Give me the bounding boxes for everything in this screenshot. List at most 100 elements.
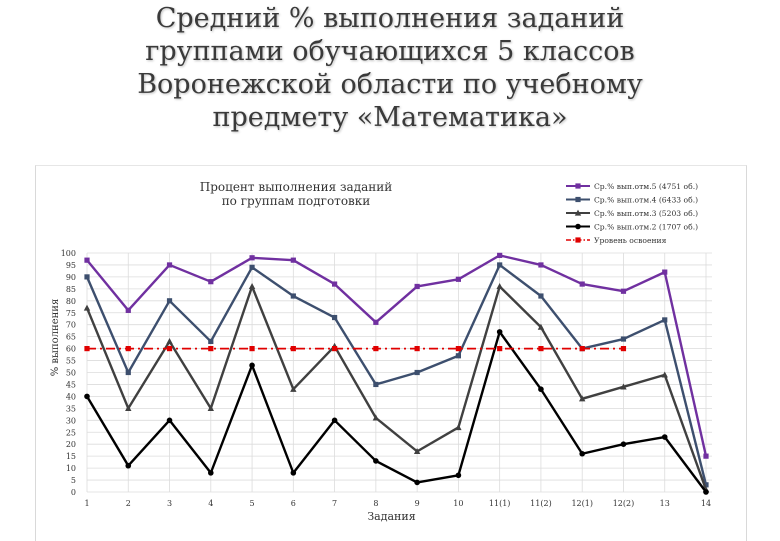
data-point xyxy=(83,304,91,311)
y-tick-label: 55 xyxy=(66,357,76,366)
data-point xyxy=(538,346,544,352)
y-tick-label: 25 xyxy=(66,428,76,437)
data-point xyxy=(166,298,173,304)
data-point xyxy=(373,458,379,464)
y-tick-label: 50 xyxy=(66,369,76,378)
data-point xyxy=(455,276,461,282)
x-tick-label: 8 xyxy=(373,499,378,508)
data-point xyxy=(455,424,462,431)
data-point xyxy=(84,274,90,280)
data-point xyxy=(455,353,461,359)
data-point xyxy=(662,317,668,323)
data-point xyxy=(125,369,131,376)
data-point xyxy=(537,323,545,330)
data-point xyxy=(290,346,296,352)
x-tick-label: 12(2) xyxy=(613,499,635,508)
data-point xyxy=(125,462,132,469)
data-point xyxy=(372,414,380,421)
x-tick-label: 9 xyxy=(415,499,420,508)
y-tick-label: 10 xyxy=(66,464,76,473)
data-point xyxy=(290,257,296,263)
y-tick-label: 95 xyxy=(66,261,76,270)
data-point xyxy=(620,336,627,342)
data-point xyxy=(413,447,421,454)
data-point xyxy=(332,314,338,321)
y-tick-label: 5 xyxy=(71,476,76,485)
data-point xyxy=(579,395,586,402)
series-line xyxy=(85,285,708,491)
y-tick-label: 35 xyxy=(66,404,76,413)
x-tick-label: 2 xyxy=(126,499,131,508)
legend-label: Ср.% вып.отм.4 (6433 об.) xyxy=(594,196,698,205)
data-point xyxy=(496,283,503,290)
data-point xyxy=(703,453,709,459)
data-point xyxy=(208,279,214,285)
data-point xyxy=(455,346,461,352)
data-point xyxy=(166,417,173,424)
y-axis-label: % выполнения xyxy=(50,299,61,377)
data-point xyxy=(84,393,90,400)
legend-label: Ср.% вып.отм.5 (4751 об.) xyxy=(594,182,698,191)
x-axis-label: Задания xyxy=(367,510,415,523)
data-point xyxy=(620,346,627,352)
data-point xyxy=(84,257,90,263)
data-point xyxy=(455,472,462,479)
data-point xyxy=(414,369,420,376)
data-point xyxy=(538,293,544,299)
x-tick-label: 7 xyxy=(332,499,337,508)
data-point xyxy=(290,385,297,392)
data-point xyxy=(332,346,338,352)
data-point xyxy=(207,404,214,411)
data-point xyxy=(125,404,132,411)
y-tick-label: 90 xyxy=(66,273,76,282)
data-point xyxy=(290,470,297,476)
series-line xyxy=(85,263,708,486)
x-tick-label: 5 xyxy=(250,499,255,508)
data-point xyxy=(496,329,503,335)
data-point xyxy=(166,338,173,345)
data-point xyxy=(373,381,379,388)
y-tick-label: 100 xyxy=(61,249,76,258)
y-tick-label: 15 xyxy=(66,452,76,461)
data-point xyxy=(497,252,503,258)
data-point xyxy=(538,386,544,393)
data-point xyxy=(620,288,627,294)
data-point xyxy=(620,383,627,390)
y-tick-label: 75 xyxy=(66,309,76,318)
series-line xyxy=(86,254,708,457)
data-point xyxy=(497,262,503,268)
data-point xyxy=(414,283,420,290)
data-point xyxy=(662,269,668,275)
data-point xyxy=(414,346,420,352)
slide-title-line-1: Средний % выполнения заданий xyxy=(155,3,625,34)
y-tick-label: 45 xyxy=(66,380,76,389)
data-point xyxy=(703,489,709,495)
x-tick-label: 1 xyxy=(84,499,89,508)
data-point xyxy=(84,346,90,352)
chart-title-line: по группам подготовки xyxy=(222,194,371,208)
y-tick-label: 20 xyxy=(66,440,76,449)
data-point xyxy=(125,346,131,352)
x-tick-label: 11(2) xyxy=(530,499,552,508)
series-line xyxy=(85,330,707,493)
x-tick-label: 14 xyxy=(701,499,711,508)
data-point xyxy=(575,237,581,243)
y-tick-label: 65 xyxy=(66,333,76,342)
y-tick-label: 40 xyxy=(66,392,76,401)
data-point xyxy=(575,183,581,189)
data-point xyxy=(290,293,296,299)
data-point xyxy=(574,209,582,216)
data-point xyxy=(208,338,214,345)
legend-label: Ср.% вып.отм.2 (1707 об.) xyxy=(594,223,698,232)
data-point xyxy=(331,417,338,424)
data-point xyxy=(208,470,214,476)
line-chart: 0510152025303540455055606570758085909510… xyxy=(50,180,712,523)
data-point xyxy=(497,346,503,352)
y-tick-label: 30 xyxy=(66,416,76,425)
data-point xyxy=(373,319,379,325)
data-point xyxy=(208,346,214,352)
data-point xyxy=(125,307,131,313)
data-point xyxy=(661,371,668,378)
data-point xyxy=(249,346,255,352)
y-tick-label: 70 xyxy=(66,321,76,330)
